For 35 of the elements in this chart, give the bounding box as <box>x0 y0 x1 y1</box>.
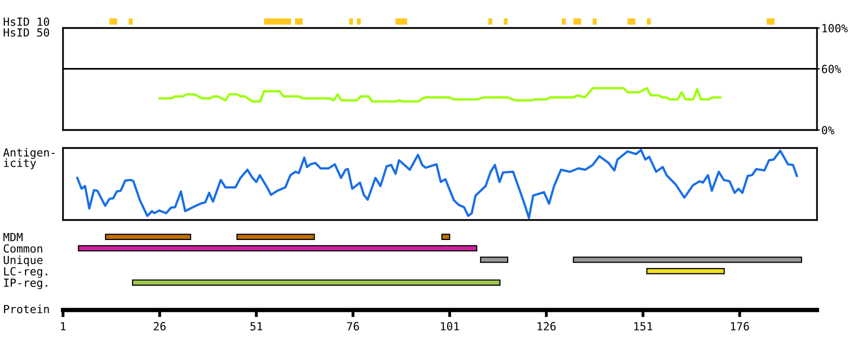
y-axis-title: Antigen- icity <box>3 148 55 170</box>
bar <box>592 18 597 25</box>
bar <box>78 245 478 252</box>
y-tick-label: 100% <box>822 24 848 32</box>
bar <box>264 18 292 25</box>
bar <box>349 18 353 25</box>
y-tick-label: 0% <box>822 126 834 134</box>
y-tick-label: HsID 10 <box>4 18 50 26</box>
x-tick-label: 26 <box>154 322 166 330</box>
x-tick-label: 1 <box>60 322 66 330</box>
bar <box>109 18 118 25</box>
x-tick-label: 76 <box>347 322 359 330</box>
bar <box>295 18 303 25</box>
y-tick-label: Common <box>4 244 42 253</box>
bar <box>628 18 636 25</box>
y-tick-label: Unique <box>4 256 42 266</box>
x-tick-label: 126 <box>538 322 556 330</box>
bar <box>573 18 582 25</box>
x-tick-label: 51 <box>250 322 262 330</box>
y-axis-title: HsID 50 <box>4 28 50 37</box>
bar <box>766 18 774 25</box>
x-tick-label: 151 <box>634 322 652 330</box>
x-tick-label: 176 <box>730 322 749 330</box>
bar <box>646 268 725 274</box>
bar <box>396 18 408 25</box>
bar <box>132 279 500 286</box>
bar <box>128 18 133 25</box>
x-tick-label: 101 <box>440 322 459 330</box>
y-tick-label: MDM <box>3 233 23 242</box>
y-tick-label: LC-reg. <box>4 267 48 278</box>
x-axis-title: Protein <box>4 304 49 314</box>
y-tick-label: IP-reg. <box>4 278 48 290</box>
bar <box>441 234 450 240</box>
line-series <box>158 87 722 103</box>
y-tick-label: 60% <box>822 64 842 74</box>
